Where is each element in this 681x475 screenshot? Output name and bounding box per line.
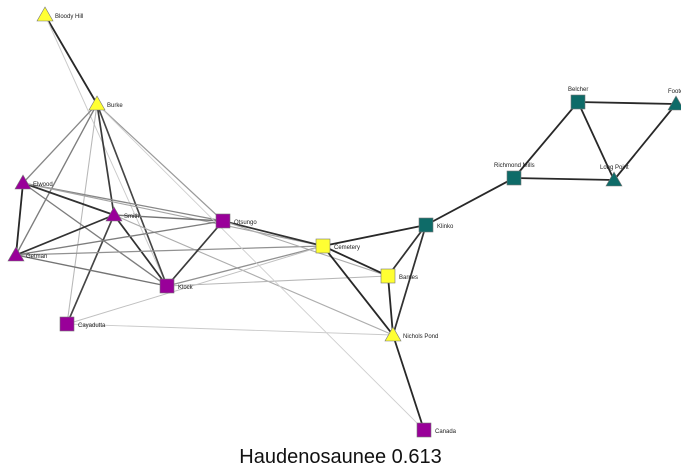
edge-cayadutta-nichols-pond bbox=[66, 323, 394, 336]
edge-burke-smith bbox=[96, 103, 115, 216]
node-burke bbox=[88, 95, 106, 111]
edge-cayadutta-cemetery bbox=[66, 245, 324, 325]
node-klinko bbox=[418, 217, 434, 233]
edge-burke-elwood bbox=[22, 103, 98, 184]
node-richmond-mills bbox=[506, 170, 522, 186]
edge-nichols-pond-canada bbox=[392, 334, 425, 431]
node-long-point bbox=[605, 171, 623, 187]
node-label-cemetery: Cemetery bbox=[334, 245, 360, 251]
node-label-getman: Getman bbox=[26, 254, 47, 260]
figure-caption: Haudenosaunee 0.613 bbox=[239, 446, 442, 468]
node-label-smith: Smith bbox=[124, 214, 139, 220]
edge-belcher-long-point bbox=[577, 101, 615, 181]
node-nichols-pond bbox=[384, 326, 402, 342]
edge-burke-cayadutta bbox=[66, 103, 98, 325]
node-label-klock: Klock bbox=[178, 285, 194, 291]
edge-elwood-smith bbox=[22, 182, 115, 216]
node-barnes bbox=[380, 268, 396, 284]
node-getman bbox=[7, 246, 25, 262]
node-label-long-point: Long Point bbox=[600, 165, 629, 171]
node-cayadutta bbox=[59, 316, 75, 332]
edge-smith-nichols-pond bbox=[113, 214, 394, 336]
edge-getman-otsungo bbox=[15, 220, 224, 256]
edge-belcher-footer bbox=[577, 101, 677, 105]
edge-cemetery-klinko bbox=[322, 224, 427, 247]
node-smith bbox=[105, 206, 123, 222]
edge-barnes-nichols-pond bbox=[387, 275, 394, 336]
edge-smith-otsungo bbox=[113, 214, 224, 222]
edge-cemetery-barnes bbox=[322, 245, 389, 277]
edge-layer bbox=[15, 14, 677, 431]
edge-burke-getman bbox=[15, 103, 98, 256]
edge-otsungo-klock bbox=[166, 220, 224, 287]
edge-burke-otsungo bbox=[96, 103, 224, 222]
edge-nichols-pond-klinko bbox=[392, 224, 427, 336]
edge-cemetery-nichols-pond bbox=[322, 245, 394, 336]
edge-smith-cayadutta bbox=[66, 214, 115, 325]
edge-otsungo-cemetery bbox=[222, 220, 324, 247]
edge-getman-klock bbox=[15, 254, 168, 287]
node-label-bloody-hill: Bloody Hill bbox=[55, 14, 83, 20]
node-canada bbox=[416, 422, 432, 438]
node-label-barnes: Barnes bbox=[399, 275, 418, 281]
edge-richmond-mills-long-point bbox=[513, 177, 615, 181]
edge-elwood-klock bbox=[22, 182, 168, 287]
edge-barnes-klinko bbox=[387, 224, 427, 277]
edge-elwood-cemetery bbox=[22, 182, 324, 247]
edge-canada-burke bbox=[96, 103, 425, 431]
node-label-nichols-pond: Nichols Pond bbox=[403, 334, 438, 340]
edge-smith-getman bbox=[15, 214, 115, 256]
node-label-footer: Footer bbox=[668, 89, 681, 95]
node-label-richmond-mills: Richmond Mills bbox=[494, 163, 535, 169]
node-label-klinko: Klinko bbox=[437, 224, 454, 230]
node-bloody-hill bbox=[36, 6, 54, 22]
node-label-cayadutta: Cayadutta bbox=[78, 323, 106, 329]
edge-klock-cemetery bbox=[166, 245, 324, 287]
node-footer bbox=[667, 95, 681, 111]
edge-smith-klock bbox=[113, 214, 168, 287]
node-label-canada: Canada bbox=[435, 429, 457, 435]
edge-bloody-hill-burke bbox=[44, 14, 98, 105]
edge-bloody-hill-klock bbox=[44, 14, 168, 287]
edge-long-point-footer bbox=[613, 103, 677, 181]
node-klock bbox=[159, 278, 175, 294]
node-elwood bbox=[14, 174, 32, 190]
edge-klinko-richmond-mills bbox=[425, 177, 515, 226]
edge-getman-cemetery bbox=[15, 245, 324, 256]
edge-richmond-mills-belcher bbox=[513, 101, 579, 179]
edge-otsungo-barnes bbox=[222, 220, 389, 277]
node-belcher bbox=[570, 94, 586, 110]
edge-burke-klock bbox=[96, 103, 168, 287]
node-label-burke: Burke bbox=[107, 103, 123, 109]
edge-elwood-getman bbox=[15, 182, 24, 256]
node-label-elwood: Elwood bbox=[33, 182, 53, 188]
node-otsungo bbox=[215, 213, 231, 229]
node-label-otsungo: Otsungo bbox=[234, 220, 257, 226]
edge-elwood-otsungo bbox=[22, 182, 224, 222]
node-cemetery bbox=[315, 238, 331, 254]
node-layer: Bloody Hill Burke Elwood Smith Getman Otsungo… bbox=[7, 6, 681, 438]
node-label-belcher: Belcher bbox=[568, 87, 588, 93]
edge-klock-barnes bbox=[166, 275, 389, 287]
